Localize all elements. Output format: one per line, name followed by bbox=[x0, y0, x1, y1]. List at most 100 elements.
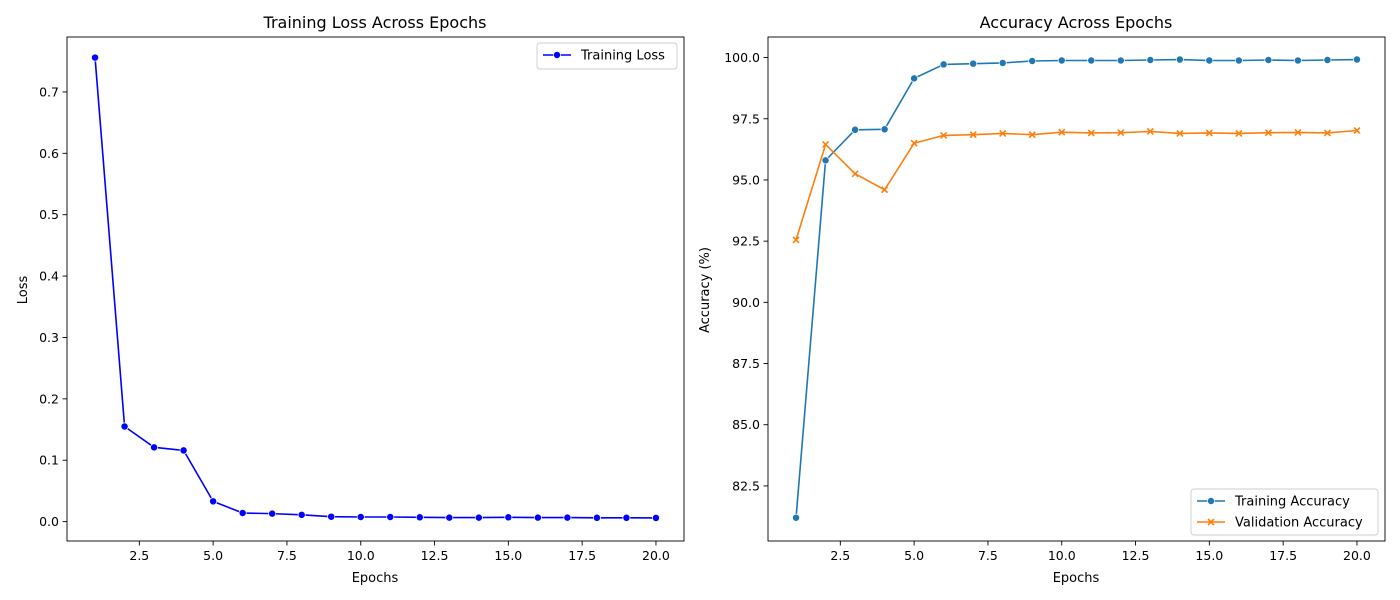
training-loss-point bbox=[150, 443, 159, 452]
training-loss-point bbox=[297, 510, 306, 519]
training-loss-point bbox=[179, 446, 188, 455]
training-loss-point bbox=[622, 513, 631, 522]
loss-ytick-label: 0.3 bbox=[39, 330, 59, 345]
validation-accuracy-point bbox=[1323, 129, 1331, 137]
accuracy-xtick-label: 2.5 bbox=[830, 548, 850, 563]
training-loss-point bbox=[209, 497, 218, 506]
validation-accuracy-point bbox=[1146, 127, 1154, 136]
validation-accuracy-point bbox=[881, 186, 889, 194]
loss-xtick-label: 10.0 bbox=[347, 548, 375, 563]
loss-ytick-label: 0.4 bbox=[39, 269, 59, 284]
training-loss-series-line bbox=[94, 57, 656, 519]
loss-ytick-label: 0.7 bbox=[39, 84, 59, 99]
loss-chart: Training Loss Across Epochs Epochs Loss … bbox=[16, 13, 685, 586]
loss-xtick-label: 17.5 bbox=[568, 548, 596, 563]
accuracy-xtick-label: 17.5 bbox=[1269, 548, 1297, 563]
training-accuracy-series-line bbox=[795, 58, 1357, 518]
accuracy-ytick-label: 85.0 bbox=[732, 417, 760, 432]
training-loss-legend-label: Training Loss bbox=[580, 49, 665, 64]
loss-ytick-label: 0.2 bbox=[39, 391, 59, 406]
validation-accuracy-point bbox=[851, 170, 859, 178]
accuracy-ytick-label: 100.0 bbox=[724, 50, 760, 65]
accuracy-legend-box bbox=[1190, 488, 1379, 536]
loss-ytick-label: 0.6 bbox=[39, 146, 59, 161]
training-accuracy-point bbox=[1146, 56, 1155, 64]
validation-accuracy-series-line bbox=[795, 129, 1358, 241]
accuracy-xtick-label: 10.0 bbox=[1048, 548, 1076, 563]
loss-legend-box bbox=[536, 42, 678, 70]
training-loss-point bbox=[386, 513, 395, 521]
training-accuracy-point bbox=[1264, 56, 1273, 64]
validation-accuracy-point bbox=[1353, 126, 1361, 135]
training-accuracy-point bbox=[880, 125, 889, 134]
training-loss-point bbox=[356, 513, 365, 521]
training-accuracy-point bbox=[1205, 56, 1214, 65]
accuracy-xtick-label: 7.5 bbox=[978, 548, 998, 563]
validation-accuracy-point bbox=[1117, 129, 1125, 137]
training-accuracy-point bbox=[1323, 56, 1332, 64]
validation-accuracy-point bbox=[969, 131, 977, 139]
accuracy-plot-area: 2.5 5.0 7.5 10.0 12.5 15.0 17.5 20.0 82.5 85.0 87.… bbox=[724, 36, 1386, 563]
loss-axes-frame bbox=[66, 36, 685, 542]
training-accuracy-point bbox=[1028, 57, 1037, 65]
loss-xtick-label: 2.5 bbox=[129, 548, 149, 563]
accuracy-chart-ylabel: Accuracy (%) bbox=[698, 247, 713, 333]
accuracy-legend: Training Accuracy Validation Accuracy bbox=[1190, 488, 1379, 536]
training-accuracy-point bbox=[1057, 56, 1066, 65]
loss-chart-title: Training Loss Across Epochs bbox=[263, 13, 487, 32]
accuracy-ytick-label: 97.5 bbox=[732, 111, 760, 126]
validation-accuracy-point bbox=[910, 139, 918, 147]
accuracy-xtick-label: 5.0 bbox=[904, 548, 924, 563]
accuracy-ytick-label: 82.5 bbox=[732, 478, 760, 493]
accuracy-ytick-label: 90.0 bbox=[732, 295, 760, 310]
training-loss-point bbox=[652, 513, 660, 522]
validation-accuracy-point bbox=[940, 131, 948, 139]
accuracy-ytick-label: 95.0 bbox=[732, 172, 760, 187]
loss-xtick-label: 7.5 bbox=[277, 548, 297, 563]
accuracy-chart: Accuracy Across Epochs Epochs Accuracy (… bbox=[698, 13, 1386, 586]
training-loss-point bbox=[327, 512, 336, 521]
training-loss-point bbox=[474, 513, 483, 522]
training-accuracy-point bbox=[969, 59, 978, 68]
validation-accuracy-legend-marker bbox=[1207, 518, 1215, 526]
training-accuracy-point bbox=[1353, 55, 1361, 64]
accuracy-chart-xlabel: Epochs bbox=[1053, 571, 1100, 586]
training-loss-point bbox=[268, 509, 277, 518]
training-accuracy-point bbox=[1293, 56, 1302, 65]
validation-accuracy-point bbox=[1294, 128, 1302, 137]
validation-accuracy-point bbox=[1205, 129, 1213, 137]
loss-legend: Training Loss bbox=[536, 42, 678, 70]
validation-accuracy-point bbox=[1058, 128, 1066, 136]
loss-xtick-label: 5.0 bbox=[203, 548, 223, 563]
validation-accuracy-point bbox=[1087, 129, 1095, 137]
loss-xtick-label: 20.0 bbox=[642, 548, 670, 563]
training-loss-point bbox=[91, 53, 99, 62]
training-accuracy-legend-label: Training Accuracy bbox=[1234, 495, 1350, 510]
training-loss-legend-marker bbox=[553, 51, 561, 59]
training-accuracy-point bbox=[998, 58, 1007, 67]
training-accuracy-point bbox=[1116, 56, 1125, 65]
validation-accuracy-point bbox=[1176, 129, 1184, 138]
validation-accuracy-point bbox=[792, 236, 800, 244]
training-loss-point bbox=[238, 509, 247, 517]
loss-chart-ylabel: Loss bbox=[16, 276, 31, 305]
training-accuracy-point bbox=[851, 125, 860, 134]
accuracy-xtick-label: 12.5 bbox=[1122, 548, 1150, 563]
training-accuracy-point bbox=[939, 60, 948, 69]
training-accuracy-point bbox=[1234, 56, 1243, 65]
loss-xtick-label: 12.5 bbox=[421, 548, 449, 563]
training-loss-point bbox=[415, 513, 424, 522]
training-loss-point bbox=[592, 513, 601, 522]
training-accuracy-point bbox=[910, 74, 919, 83]
training-accuracy-point bbox=[821, 156, 830, 165]
accuracy-axes-frame bbox=[767, 36, 1386, 542]
training-accuracy-legend-marker bbox=[1207, 497, 1215, 505]
training-loss-point bbox=[504, 513, 513, 522]
training-loss-point bbox=[445, 513, 454, 522]
training-loss-point bbox=[120, 422, 129, 431]
accuracy-ytick-label: 87.5 bbox=[732, 356, 760, 371]
accuracy-chart-title: Accuracy Across Epochs bbox=[980, 13, 1173, 32]
loss-plot-area: 2.5 5.0 7.5 10.0 12.5 15.0 17.5 20.0 0.0 0.1 0.2 0.… bbox=[39, 36, 685, 563]
